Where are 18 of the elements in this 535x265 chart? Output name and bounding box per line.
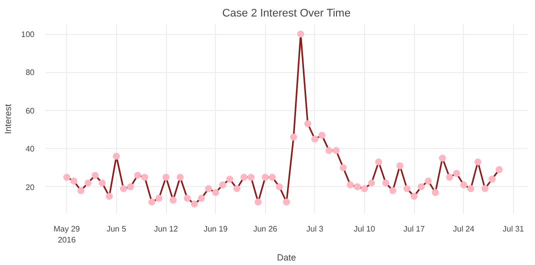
x-tick-label: Jul 24 (453, 224, 475, 234)
chart-title: Case 2 Interest Over Time (222, 8, 351, 20)
y-tick-label: 100 (21, 30, 36, 40)
x-tick-label: Jul 17 (403, 224, 426, 234)
x-tick-label: Jul 31 (502, 224, 525, 234)
x-tick-label: Jun 26 (253, 224, 278, 234)
y-tick-label: 40 (26, 144, 36, 154)
y-tick-label: 80 (26, 68, 36, 78)
x-axis-title: Date (276, 252, 296, 262)
x-tick-label: Jun 12 (154, 224, 179, 234)
y-tick-label: 60 (26, 106, 36, 116)
y-axis-title: Interest (3, 103, 14, 134)
x-tick-label: Jul 10 (354, 224, 376, 234)
x-tick-label: May 29 2016 (54, 224, 80, 244)
x-tick-label: Jul 3 (306, 224, 324, 234)
y-tick-label: 20 (26, 182, 36, 192)
x-tick-label: Jun 5 (106, 224, 127, 234)
x-tick-label: Jun 19 (204, 224, 228, 234)
